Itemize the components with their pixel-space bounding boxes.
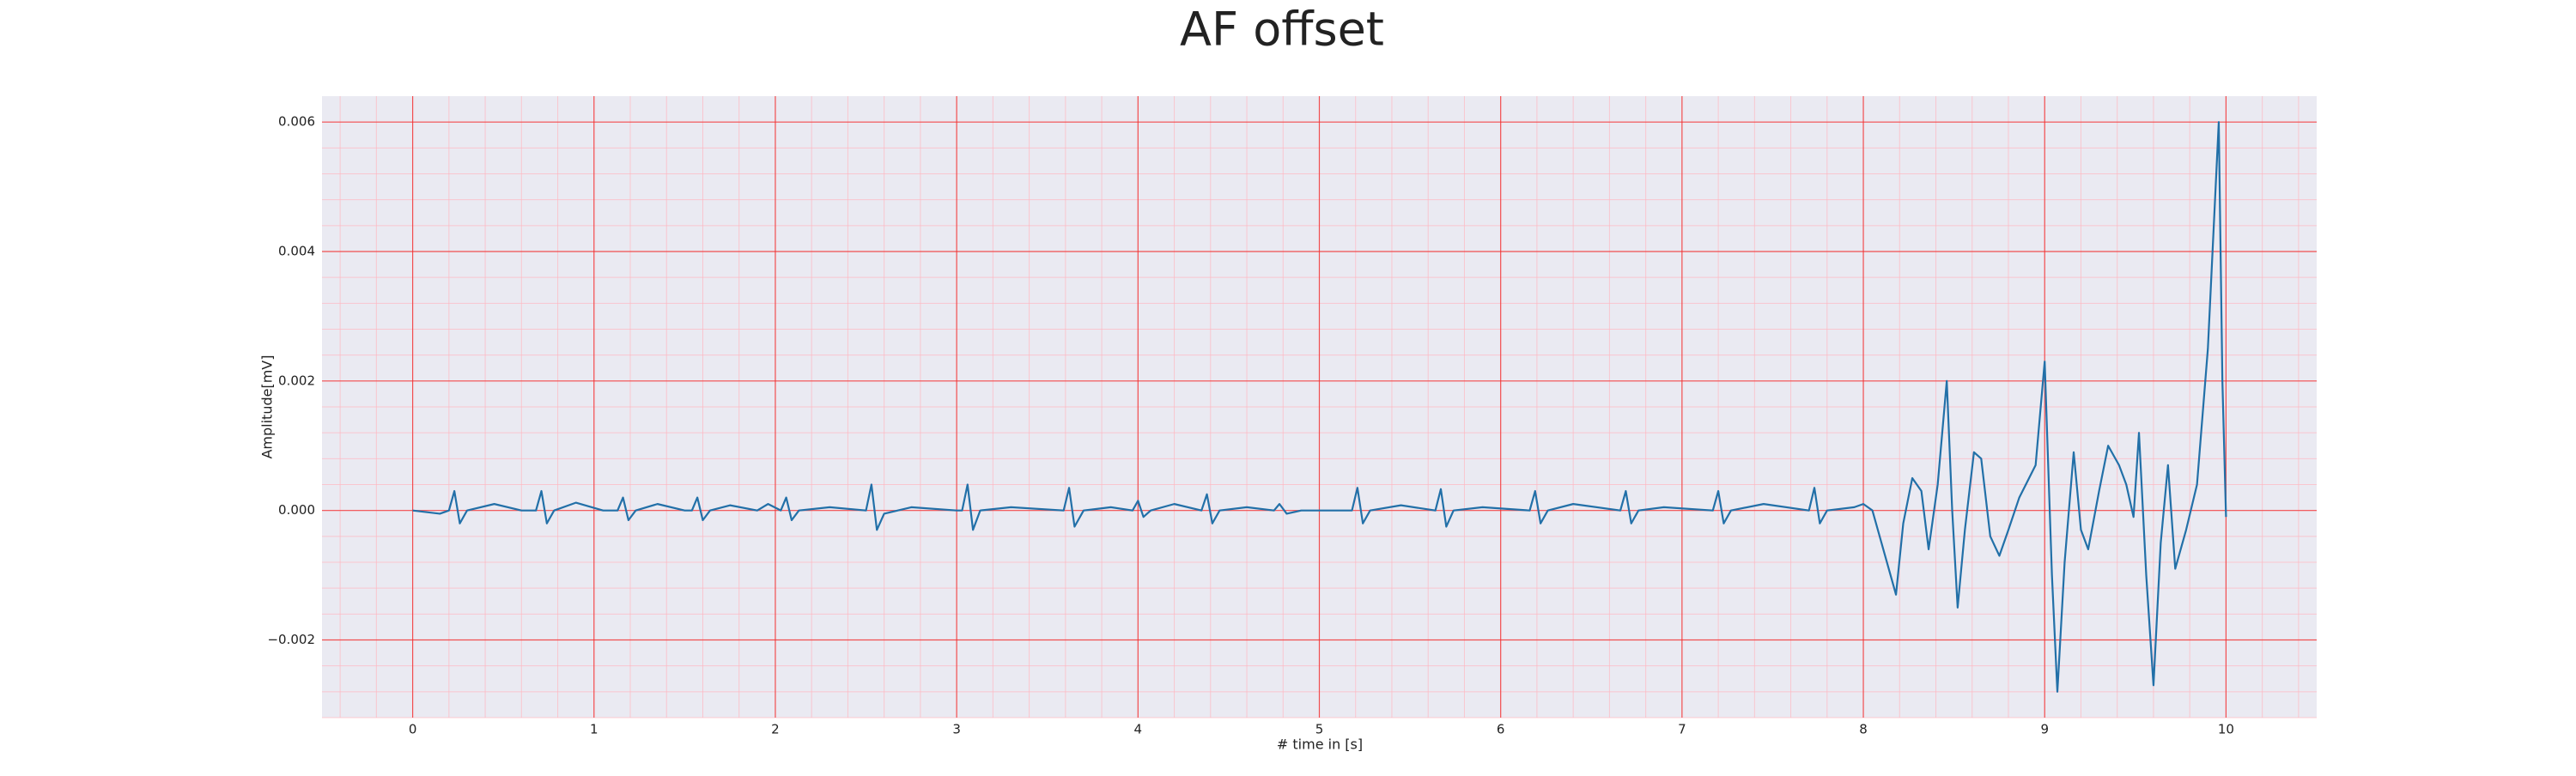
x-tick-label: 7 — [1678, 722, 1686, 737]
y-tick-label: 0.000 — [278, 502, 315, 518]
y-tick-label: 0.006 — [278, 114, 315, 130]
y-tick-label: 0.002 — [278, 373, 315, 388]
x-tick-label: 10 — [2218, 722, 2234, 737]
x-tick-label: 6 — [1497, 722, 1505, 737]
y-tick-label: 0.004 — [278, 244, 315, 259]
y-tick-label: −0.002 — [267, 632, 315, 647]
x-axis-label: # time in [s] — [1277, 737, 1363, 753]
x-tick-label: 0 — [409, 722, 417, 737]
y-axis-label: Amplitude[mV] — [259, 355, 276, 458]
chart-title: AF offset — [1180, 3, 1384, 57]
x-tick-label: 5 — [1315, 722, 1324, 737]
x-tick-label: 1 — [590, 722, 598, 737]
x-tick-label: 3 — [952, 722, 961, 737]
data-line — [412, 121, 2227, 693]
x-tick-label: 2 — [771, 722, 780, 737]
x-tick-label: 8 — [1859, 722, 1868, 737]
x-tick-label: 9 — [2040, 722, 2049, 737]
x-tick-label: 4 — [1134, 722, 1143, 737]
